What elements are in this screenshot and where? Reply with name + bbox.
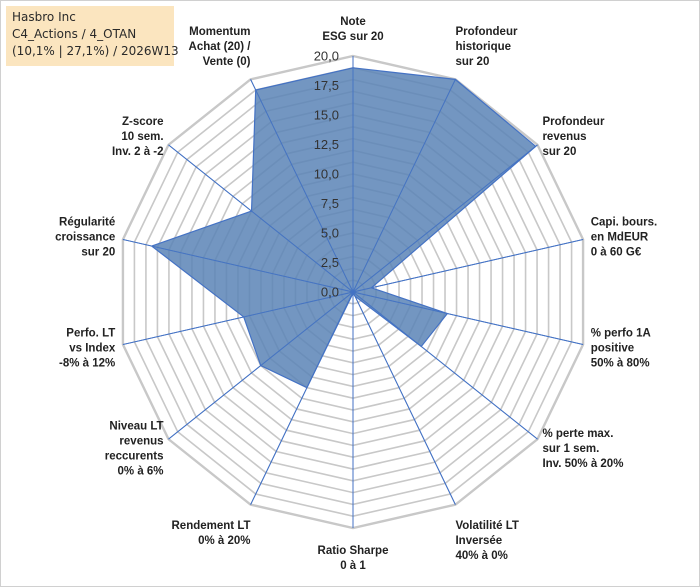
tick-label: 17,5 xyxy=(314,78,339,93)
spoke-line-overlay xyxy=(250,79,354,293)
axis-label-line: Profondeur xyxy=(542,116,604,128)
tick-label: 15,0 xyxy=(314,108,339,123)
axis-label: % perfo 1A positive 50% à 80% xyxy=(591,328,651,370)
spoke-line-overlay xyxy=(352,291,584,345)
axis-label: Rendement LT 0% à 20% xyxy=(172,520,251,547)
spoke-line-overlay xyxy=(352,239,584,293)
axis-label-line: en MdEUR xyxy=(591,231,649,243)
axis-label-line: Niveau LT xyxy=(109,420,163,432)
radar-series xyxy=(122,56,584,528)
spoke-line-overlay xyxy=(352,291,538,440)
axis-label-line: vs Index xyxy=(69,343,116,355)
axis-label: Z-score 10 sem. Inv. 2 à -2 xyxy=(112,116,164,158)
axis-label-line: % perfo 1A xyxy=(591,328,651,340)
tick-label: 12,5 xyxy=(314,137,339,152)
axis-label-line: Inversée xyxy=(455,535,502,547)
axis-label-line: sur 20 xyxy=(542,146,576,158)
axis-label-line: 0 à 60 G€ xyxy=(591,246,642,258)
tick-label: 10,0 xyxy=(314,167,339,182)
axis-label-line: Capi. bours. xyxy=(591,216,657,228)
tick-label: 5,0 xyxy=(321,226,339,241)
axis-label-line: positive xyxy=(591,343,634,355)
axis-label-line: revenus xyxy=(119,435,163,447)
axis-label-line: 50% à 80% xyxy=(591,358,650,370)
axis-label-line: Rendement LT xyxy=(172,520,251,532)
axis-label-line: sur 20 xyxy=(81,246,115,258)
spoke-line-overlay xyxy=(122,291,354,345)
portfolio-label: C4_Actions / 4_OTAN xyxy=(12,27,137,41)
spoke-line-overlay xyxy=(352,79,456,293)
axis-label-line: sur 20 xyxy=(455,56,489,68)
axis-label: Note ESG sur 20 xyxy=(322,16,383,43)
spoke-line-overlay xyxy=(168,144,354,293)
axis-label-line: historique xyxy=(455,41,511,53)
tick-label: 2,5 xyxy=(321,255,339,270)
spoke-line-overlay xyxy=(168,291,354,440)
axis-label-line: -8% à 12% xyxy=(59,358,115,370)
axis-label-line: 0% à 6% xyxy=(118,465,164,477)
axis-label: Profondeur historique sur 20 xyxy=(455,26,517,68)
period-label: (10,1% | 27,1%) / 2026W13 xyxy=(12,44,179,58)
spoke-line-overlay xyxy=(250,291,354,505)
axis-label-line: Ratio Sharpe xyxy=(318,545,389,557)
axis-label-line: Perfo. LT xyxy=(66,328,115,340)
axis-label-line: 40% à 0% xyxy=(455,550,507,562)
axis-label-line: Achat (20) / xyxy=(189,41,252,53)
axis-label: Perfo. LT vs Index -8% à 12% xyxy=(59,328,116,370)
axis-label-line: ESG sur 20 xyxy=(322,31,383,43)
axis-label-line: % perte max. xyxy=(542,428,613,440)
axis-label-line: Z-score xyxy=(122,116,164,128)
chart-title-box: Hasbro Inc C4_Actions / 4_OTAN (10,1% | … xyxy=(6,6,179,66)
tick-label: 0,0 xyxy=(321,285,339,300)
axis-label: % perte max. sur 1 sem. Inv. 50% à 20% xyxy=(542,428,623,470)
axis-label-line: 0 à 1 xyxy=(340,560,366,572)
axis-label: Momentum Achat (20) / Vente (0) xyxy=(189,26,252,68)
spoke-line-overlay xyxy=(122,239,354,293)
spoke-line-overlay xyxy=(352,144,538,293)
axis-label: Niveau LT revenus reccurents 0% à 6% xyxy=(105,420,164,477)
axis-label-line: Inv. 2 à -2 xyxy=(112,146,164,158)
axis-label-line: Volatilité LT xyxy=(455,520,518,532)
axis-label-line: Vente (0) xyxy=(203,56,251,68)
axis-label: Profondeur revenus sur 20 xyxy=(542,116,604,158)
axis-label: Volatilité LT Inversée 40% à 0% xyxy=(455,520,518,562)
company-name: Hasbro Inc xyxy=(12,10,76,24)
axis-label-line: sur 1 sem. xyxy=(542,443,599,455)
axis-label: Ratio Sharpe 0 à 1 xyxy=(318,545,389,572)
axis-label-line: Profondeur xyxy=(455,26,517,38)
axis-label-line: Note xyxy=(340,16,366,28)
spoke-line-overlay xyxy=(352,291,456,505)
axis-label: Régularité croissance sur 20 xyxy=(55,216,115,258)
axis-label-line: reccurents xyxy=(105,450,164,462)
axis-label-line: Momentum xyxy=(189,26,250,38)
axis-label: Capi. bours. en MdEUR 0 à 60 G€ xyxy=(591,216,657,258)
axis-label-line: Régularité xyxy=(59,216,115,228)
axis-label-line: Inv. 50% à 20% xyxy=(542,458,623,470)
radar-axis-labels: Note ESG sur 20 Profondeur historique sur 20… xyxy=(55,16,657,572)
axis-label-line: 10 sem. xyxy=(121,131,163,143)
axis-label-line: revenus xyxy=(542,131,586,143)
radar-tick-labels: 0,0 2,5 5,0 7,5 10,0 12,5 15,0 17,5 20,0 xyxy=(314,49,339,300)
axis-label-line: 0% à 20% xyxy=(198,535,250,547)
tick-label: 7,5 xyxy=(321,196,339,211)
tick-label: 20,0 xyxy=(314,49,339,64)
axis-label-line: croissance xyxy=(55,231,115,243)
